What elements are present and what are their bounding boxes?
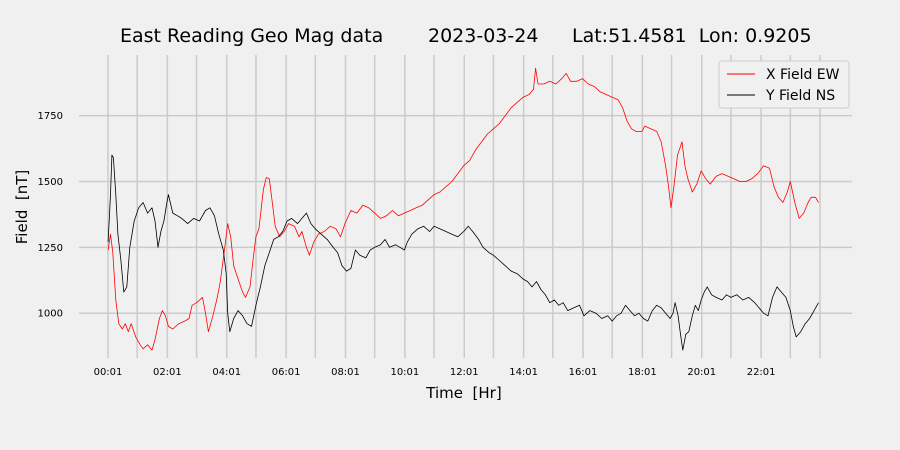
x-tick-label-5: 10:01 — [390, 367, 419, 378]
y-tick-label-1: 1250 — [38, 243, 63, 254]
x-tick-label-10: 20:01 — [687, 367, 716, 378]
chart-title-date: 2023-03-24 — [428, 25, 538, 47]
tick-layer: 1000 1250 1500 1750 00:01 02:01 04:01 06:01 08:0… — [38, 111, 776, 378]
x-tick-label-6: 12:01 — [450, 367, 479, 378]
legend-label-x-field: X Field EW — [766, 67, 840, 83]
series-line-y-field-ns — [107, 154, 819, 351]
x-axis-label: Time [Hr] — [425, 384, 501, 402]
series-line-x-field-ew — [107, 67, 819, 351]
legend: X Field EW Y Field NS — [718, 60, 850, 109]
x-tick-label-0: 00:01 — [94, 367, 123, 378]
legend-label-y-field: Y Field NS — [765, 88, 835, 104]
y-tick-label-2: 1500 — [38, 177, 63, 188]
x-tick-label-7: 14:01 — [509, 367, 538, 378]
y-axis-label: Field [nT] — [13, 170, 31, 245]
chart-title: East Reading Geo Mag data — [120, 25, 383, 47]
chart-title-location: Lat:51.4581 Lon: 0.9205 — [572, 25, 812, 47]
x-tick-label-11: 22:01 — [747, 367, 776, 378]
x-tick-label-1: 02:01 — [153, 367, 182, 378]
legend-box — [718, 60, 850, 109]
y-tick-label-0: 1000 — [38, 309, 63, 320]
y-tick-label-3: 1750 — [38, 111, 63, 122]
x-tick-label-4: 08:01 — [331, 367, 360, 378]
grid-layer — [79, 55, 852, 358]
x-tick-label-9: 18:01 — [628, 367, 657, 378]
x-tick-label-2: 04:01 — [212, 367, 241, 378]
series-layer — [107, 67, 819, 351]
x-tick-label-3: 06:01 — [272, 367, 301, 378]
x-tick-label-8: 16:01 — [569, 367, 598, 378]
